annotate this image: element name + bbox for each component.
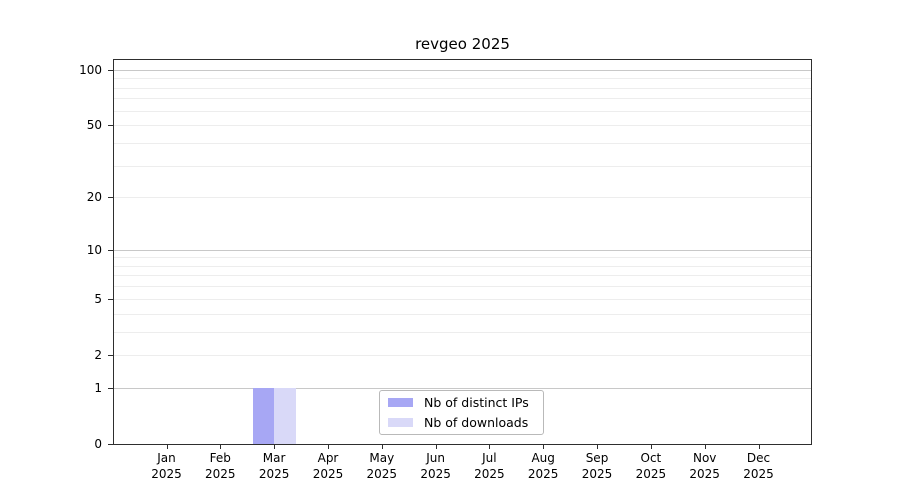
- y-tick-mark: [108, 354, 113, 356]
- x-tick-month: Apr: [317, 451, 339, 465]
- minor-gridline: [114, 331, 811, 333]
- x-tick-month: Oct: [640, 451, 662, 465]
- minor-gridline: [114, 197, 811, 199]
- y-tick-label: 1: [94, 380, 102, 395]
- x-tick-mark: [328, 445, 329, 449]
- minor-gridline: [114, 165, 811, 167]
- x-tick-label: Oct 2025: [623, 451, 679, 482]
- x-tick-mark: [650, 445, 652, 449]
- x-tick-mark: [274, 445, 276, 449]
- x-tick-label: Feb 2025: [192, 451, 248, 482]
- x-tick-year: 2025: [420, 467, 451, 481]
- minor-gridline: [114, 275, 811, 277]
- x-tick-mark: [704, 445, 706, 449]
- minor-gridline: [114, 98, 811, 100]
- minor-gridline: [114, 298, 811, 300]
- y-tick-label: 100: [79, 62, 102, 77]
- x-tick-label: Dec 2025: [731, 451, 787, 482]
- minor-gridline: [114, 87, 811, 89]
- x-tick-month: Jan: [157, 451, 176, 465]
- x-tick-year: 2025: [258, 467, 290, 481]
- minor-gridline: [114, 313, 811, 315]
- legend-swatch-icon: [388, 418, 413, 427]
- major-gridline: [114, 69, 811, 71]
- x-tick-label: Jul 2025: [461, 451, 517, 482]
- x-tick-year: 2025: [366, 467, 398, 481]
- legend: Nb of distinct IPs Nb of downloads: [379, 390, 544, 435]
- minor-gridline: [114, 265, 811, 267]
- minor-gridline: [114, 257, 811, 259]
- x-tick-year: 2025: [205, 467, 236, 481]
- bar: [252, 387, 275, 444]
- x-tick-label: Sep 2025: [569, 451, 625, 482]
- x-tick-month: Feb: [209, 451, 231, 465]
- x-tick-year: 2025: [527, 467, 559, 481]
- x-tick-year: 2025: [689, 467, 720, 481]
- x-tick-month: Jun: [426, 451, 445, 465]
- x-tick-year: 2025: [312, 467, 344, 481]
- x-tick-label: May 2025: [354, 451, 410, 482]
- x-tick-mark: [435, 445, 437, 449]
- minor-gridline: [114, 354, 811, 356]
- bar: [274, 387, 296, 444]
- x-tick-year: 2025: [151, 467, 182, 481]
- x-tick-month: Jul: [482, 451, 497, 465]
- x-tick-label: Aug 2025: [515, 451, 571, 482]
- x-tick-mark: [166, 445, 168, 449]
- x-tick-mark: [381, 445, 383, 449]
- x-tick-mark: [597, 445, 598, 449]
- legend-label: Nb of distinct IPs: [424, 394, 529, 410]
- x-tick-month: Mar: [262, 451, 286, 465]
- x-tick-mark: [489, 445, 491, 449]
- x-tick-month: Sep: [585, 451, 609, 465]
- minor-gridline: [114, 110, 811, 112]
- x-tick-month: Nov: [692, 451, 717, 465]
- y-tick-label: 10: [86, 242, 102, 257]
- y-tick-label: 2: [94, 347, 102, 362]
- x-tick-label: Jan 2025: [139, 451, 195, 482]
- x-tick-month: Dec: [746, 451, 771, 465]
- major-gridline: [114, 249, 811, 251]
- y-tick-label: 20: [86, 190, 102, 205]
- x-tick-month: Aug: [531, 451, 555, 465]
- x-tick-year: 2025: [581, 467, 613, 481]
- x-tick-year: 2025: [474, 467, 505, 481]
- major-gridline: [114, 387, 811, 389]
- y-tick-label: 5: [94, 291, 102, 306]
- y-tick-label: 0: [94, 437, 102, 451]
- legend-row: Nb of distinct IPs: [388, 394, 537, 411]
- y-tick-mark: [108, 387, 113, 389]
- x-tick-label: Jun 2025: [408, 451, 464, 482]
- x-tick-label: Nov 2025: [677, 451, 733, 482]
- x-tick-mark: [220, 445, 222, 449]
- x-tick-mark: [758, 445, 760, 449]
- y-tick-mark: [108, 444, 113, 445]
- x-tick-label: Apr 2025: [300, 451, 356, 482]
- y-tick-mark: [108, 197, 113, 199]
- x-tick-year: 2025: [635, 467, 667, 481]
- y-tick-mark: [108, 69, 113, 71]
- minor-gridline: [114, 125, 811, 127]
- minor-gridline: [114, 78, 811, 80]
- legend-row: Nb of downloads: [388, 414, 537, 431]
- y-tick-mark: [108, 125, 113, 127]
- x-tick-month: May: [369, 451, 395, 465]
- y-tick-mark: [108, 298, 113, 300]
- y-tick-label: 50: [86, 118, 102, 133]
- legend-swatch-icon: [388, 398, 413, 407]
- legend-label: Nb of downloads: [424, 414, 529, 430]
- x-tick-year: 2025: [743, 467, 774, 481]
- x-tick-label: Mar 2025: [246, 451, 302, 482]
- plot-area: [113, 59, 812, 445]
- y-tick-mark: [108, 249, 113, 251]
- minor-gridline: [114, 286, 811, 288]
- minor-gridline: [114, 142, 811, 144]
- chart-title: revgeo 2025: [415, 35, 510, 53]
- x-tick-mark: [543, 445, 545, 449]
